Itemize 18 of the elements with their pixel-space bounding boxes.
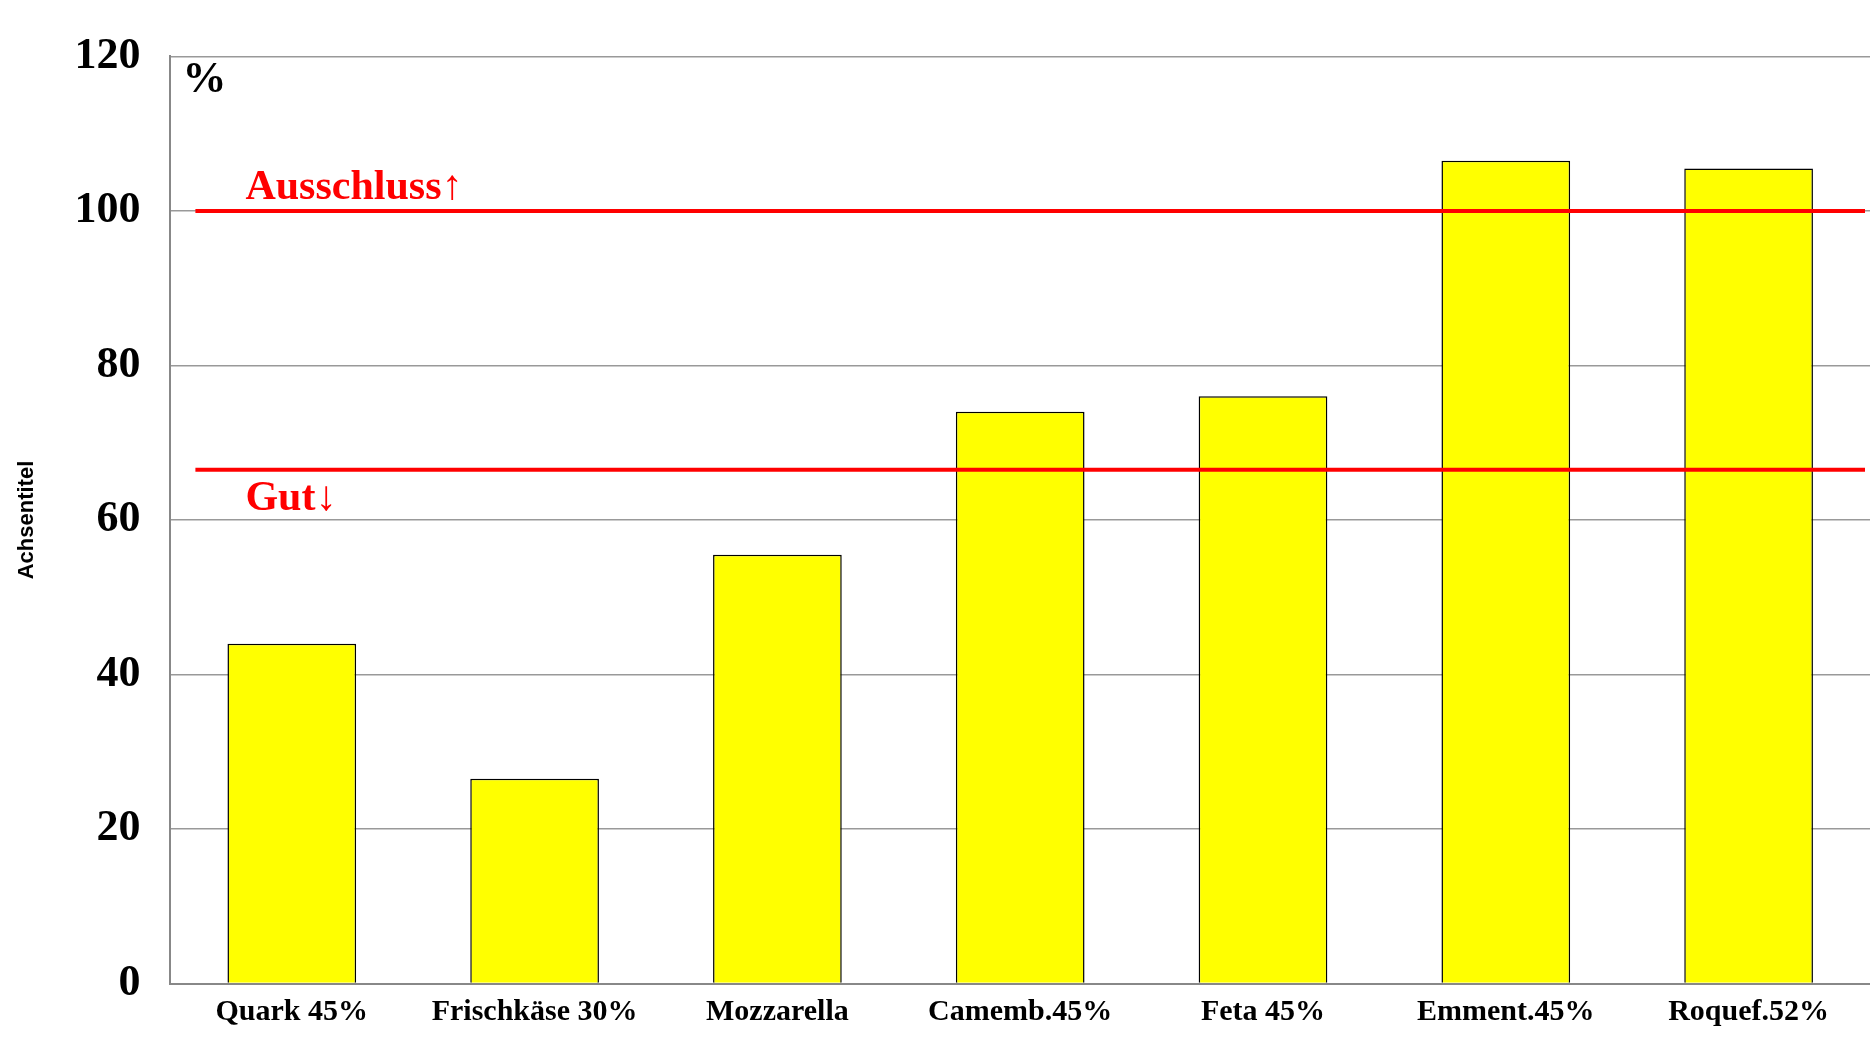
y-tick-label: 100 xyxy=(74,183,141,233)
x-tick-label: Mozzarella xyxy=(706,993,849,1027)
y-axis-title: Achsentitel xyxy=(13,460,39,580)
ref-line-label: Ausschluss↑ xyxy=(245,161,463,208)
y-tick-label: 40 xyxy=(96,646,141,696)
y-tick-label: 60 xyxy=(96,492,141,542)
x-tick-label: Camemb.45% xyxy=(928,993,1113,1027)
y-tick-label: 120 xyxy=(74,28,141,78)
annotation: % xyxy=(182,52,227,102)
x-tick-label: Emment.45% xyxy=(1417,993,1595,1027)
x-tick-label: Feta 45% xyxy=(1200,993,1326,1027)
x-tick-label: Frischkäse 30% xyxy=(431,993,638,1027)
x-tick-label: Roquef.52% xyxy=(1668,993,1830,1027)
x-tick-label: Quark 45% xyxy=(215,993,369,1027)
y-tick-label: 20 xyxy=(96,801,141,851)
y-tick-label: 80 xyxy=(96,337,141,387)
ref-line-label: Gut↓ xyxy=(245,472,337,519)
y-tick-label: 0 xyxy=(118,955,141,1005)
